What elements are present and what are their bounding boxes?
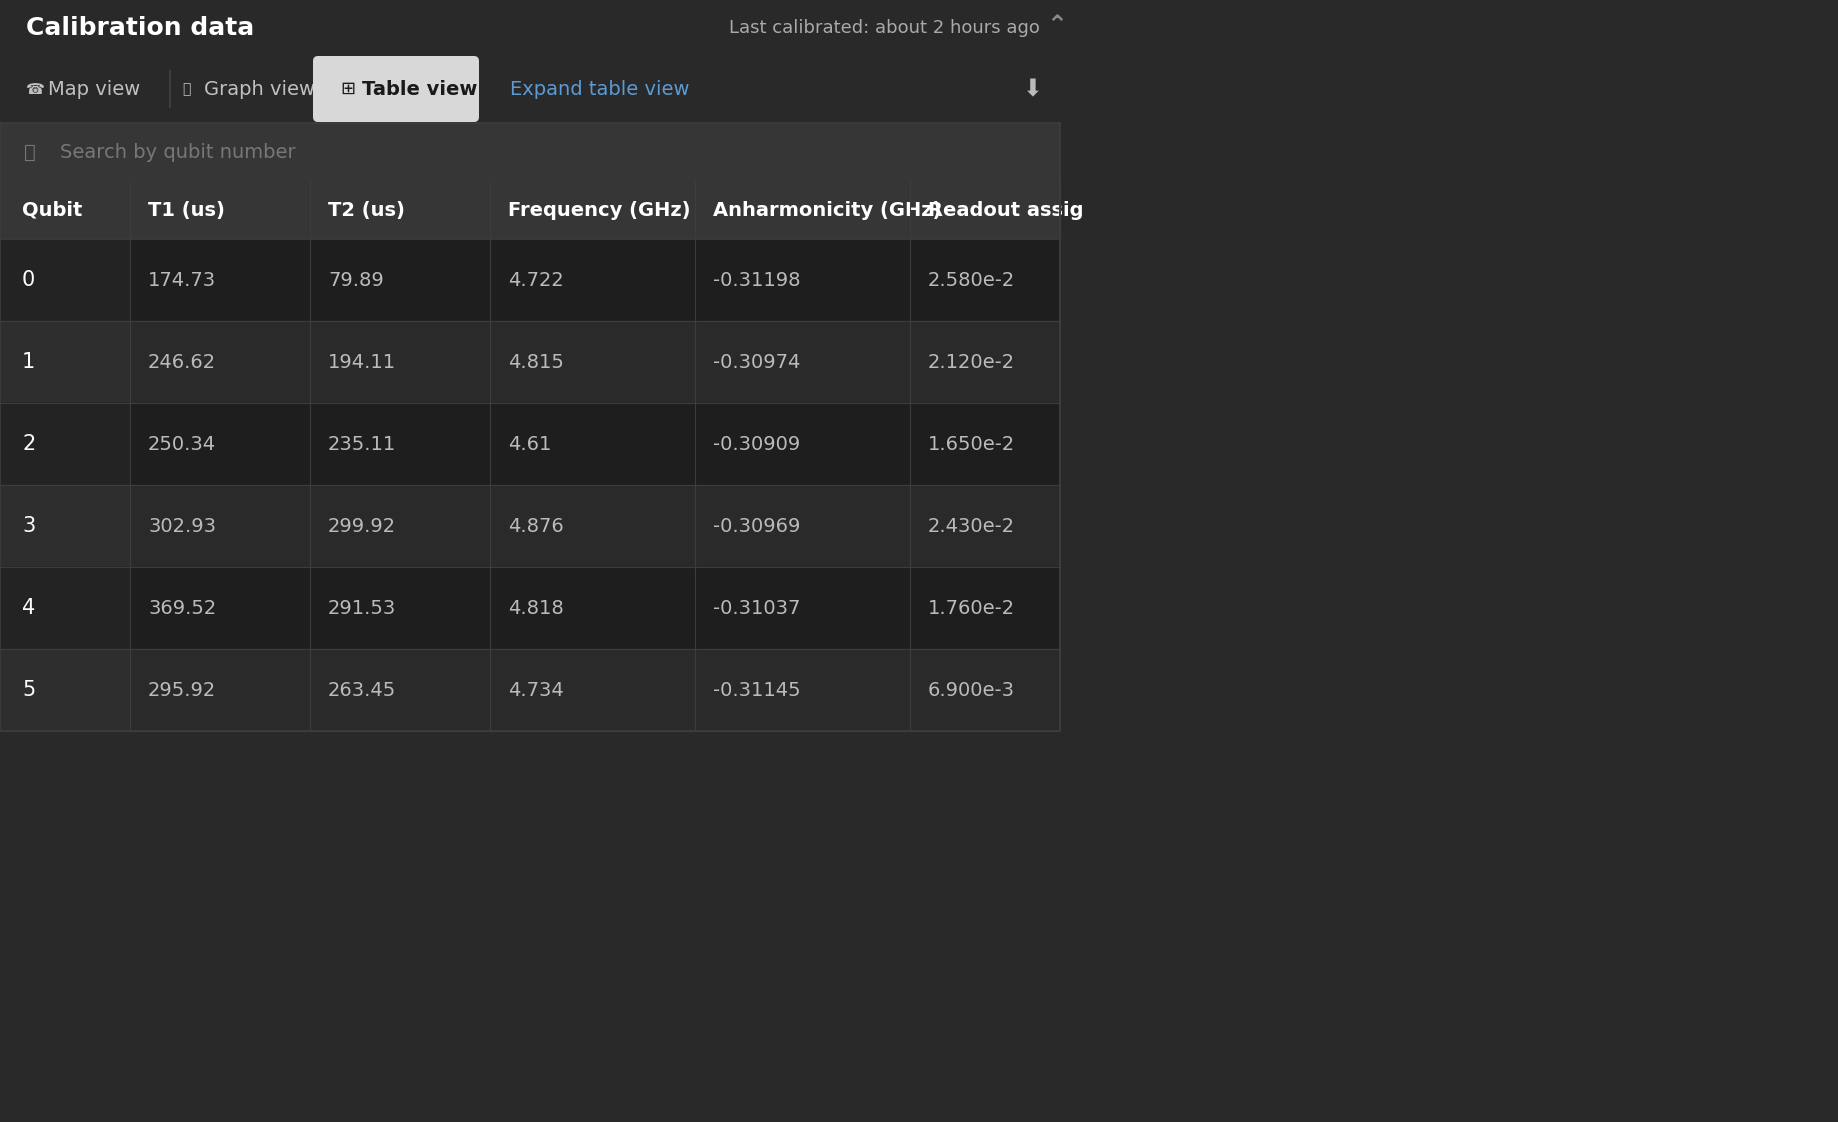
Text: 299.92: 299.92 (327, 516, 397, 535)
Text: 3: 3 (22, 516, 35, 536)
Text: Table view: Table view (362, 80, 478, 99)
Text: 263.45: 263.45 (327, 681, 397, 699)
Text: ⌃: ⌃ (1046, 13, 1068, 37)
Text: 295.92: 295.92 (149, 681, 217, 699)
Text: 2.580e-2: 2.580e-2 (928, 270, 1015, 289)
Text: 📊: 📊 (182, 82, 191, 96)
Text: 1.760e-2: 1.760e-2 (928, 598, 1015, 617)
Text: 4.722: 4.722 (507, 270, 564, 289)
Text: 2.120e-2: 2.120e-2 (928, 352, 1015, 371)
Text: -0.30969: -0.30969 (713, 516, 800, 535)
Bar (0, 181, 1061, 239)
Text: -0.31145: -0.31145 (713, 681, 801, 699)
Text: ☎: ☎ (26, 82, 44, 96)
Text: 4: 4 (22, 598, 35, 618)
Bar (0, 649, 130, 732)
Text: -0.30974: -0.30974 (713, 352, 800, 371)
Text: 250.34: 250.34 (149, 434, 217, 453)
Bar (0, 321, 130, 403)
Text: 302.93: 302.93 (149, 516, 217, 535)
Text: Qubit: Qubit (22, 201, 83, 220)
Text: ⬇: ⬇ (1024, 77, 1042, 101)
Text: 6.900e-3: 6.900e-3 (928, 681, 1015, 699)
Bar (0, 55, 1838, 123)
Bar (0, 649, 1061, 732)
Bar (0, 239, 130, 321)
Bar (0, 0, 1838, 55)
Text: Map view: Map view (48, 80, 140, 99)
Text: ⊞: ⊞ (340, 80, 355, 98)
Text: 2.430e-2: 2.430e-2 (928, 516, 1015, 535)
Text: 194.11: 194.11 (327, 352, 397, 371)
Bar (0, 123, 1061, 181)
Bar (0, 567, 130, 649)
Text: 0: 0 (22, 270, 35, 289)
Text: Calibration data: Calibration data (26, 16, 254, 39)
Text: 246.62: 246.62 (149, 352, 217, 371)
Text: -0.30909: -0.30909 (713, 434, 800, 453)
Text: T2 (us): T2 (us) (327, 201, 404, 220)
Text: 1: 1 (22, 352, 35, 373)
Text: 4.876: 4.876 (507, 516, 564, 535)
Text: -0.31037: -0.31037 (713, 598, 800, 617)
Text: Last calibrated: about 2 hours ago: Last calibrated: about 2 hours ago (730, 18, 1040, 37)
Text: 🔍: 🔍 (24, 142, 37, 162)
Bar (0, 403, 1061, 485)
Text: 174.73: 174.73 (149, 270, 217, 289)
Text: 79.89: 79.89 (327, 270, 384, 289)
Text: 4.61: 4.61 (507, 434, 551, 453)
Bar (0, 485, 1061, 567)
Bar (0, 321, 1061, 403)
Text: 2: 2 (22, 434, 35, 454)
Bar (0, 567, 1061, 649)
Text: 369.52: 369.52 (149, 598, 217, 617)
Text: 4.818: 4.818 (507, 598, 564, 617)
Text: Graph view: Graph view (204, 80, 314, 99)
Text: Expand table view: Expand table view (509, 80, 689, 99)
Text: -0.31198: -0.31198 (713, 270, 801, 289)
Text: 1.650e-2: 1.650e-2 (928, 434, 1015, 453)
Bar (1061, 123, 1838, 181)
Text: T1 (us): T1 (us) (149, 201, 224, 220)
Bar (0, 123, 1061, 732)
Text: 235.11: 235.11 (327, 434, 397, 453)
Text: 5: 5 (22, 680, 35, 700)
Bar (0, 485, 130, 567)
Text: 4.734: 4.734 (507, 681, 564, 699)
Text: 4.815: 4.815 (507, 352, 564, 371)
Text: 291.53: 291.53 (327, 598, 397, 617)
Bar (0, 239, 1061, 321)
FancyBboxPatch shape (312, 56, 480, 122)
Text: Readout assig: Readout assig (928, 201, 1083, 220)
Text: Search by qubit number: Search by qubit number (61, 142, 296, 162)
Text: Anharmonicity (GHz): Anharmonicity (GHz) (713, 201, 941, 220)
Bar (0, 403, 130, 485)
Text: Frequency (GHz): Frequency (GHz) (507, 201, 691, 220)
